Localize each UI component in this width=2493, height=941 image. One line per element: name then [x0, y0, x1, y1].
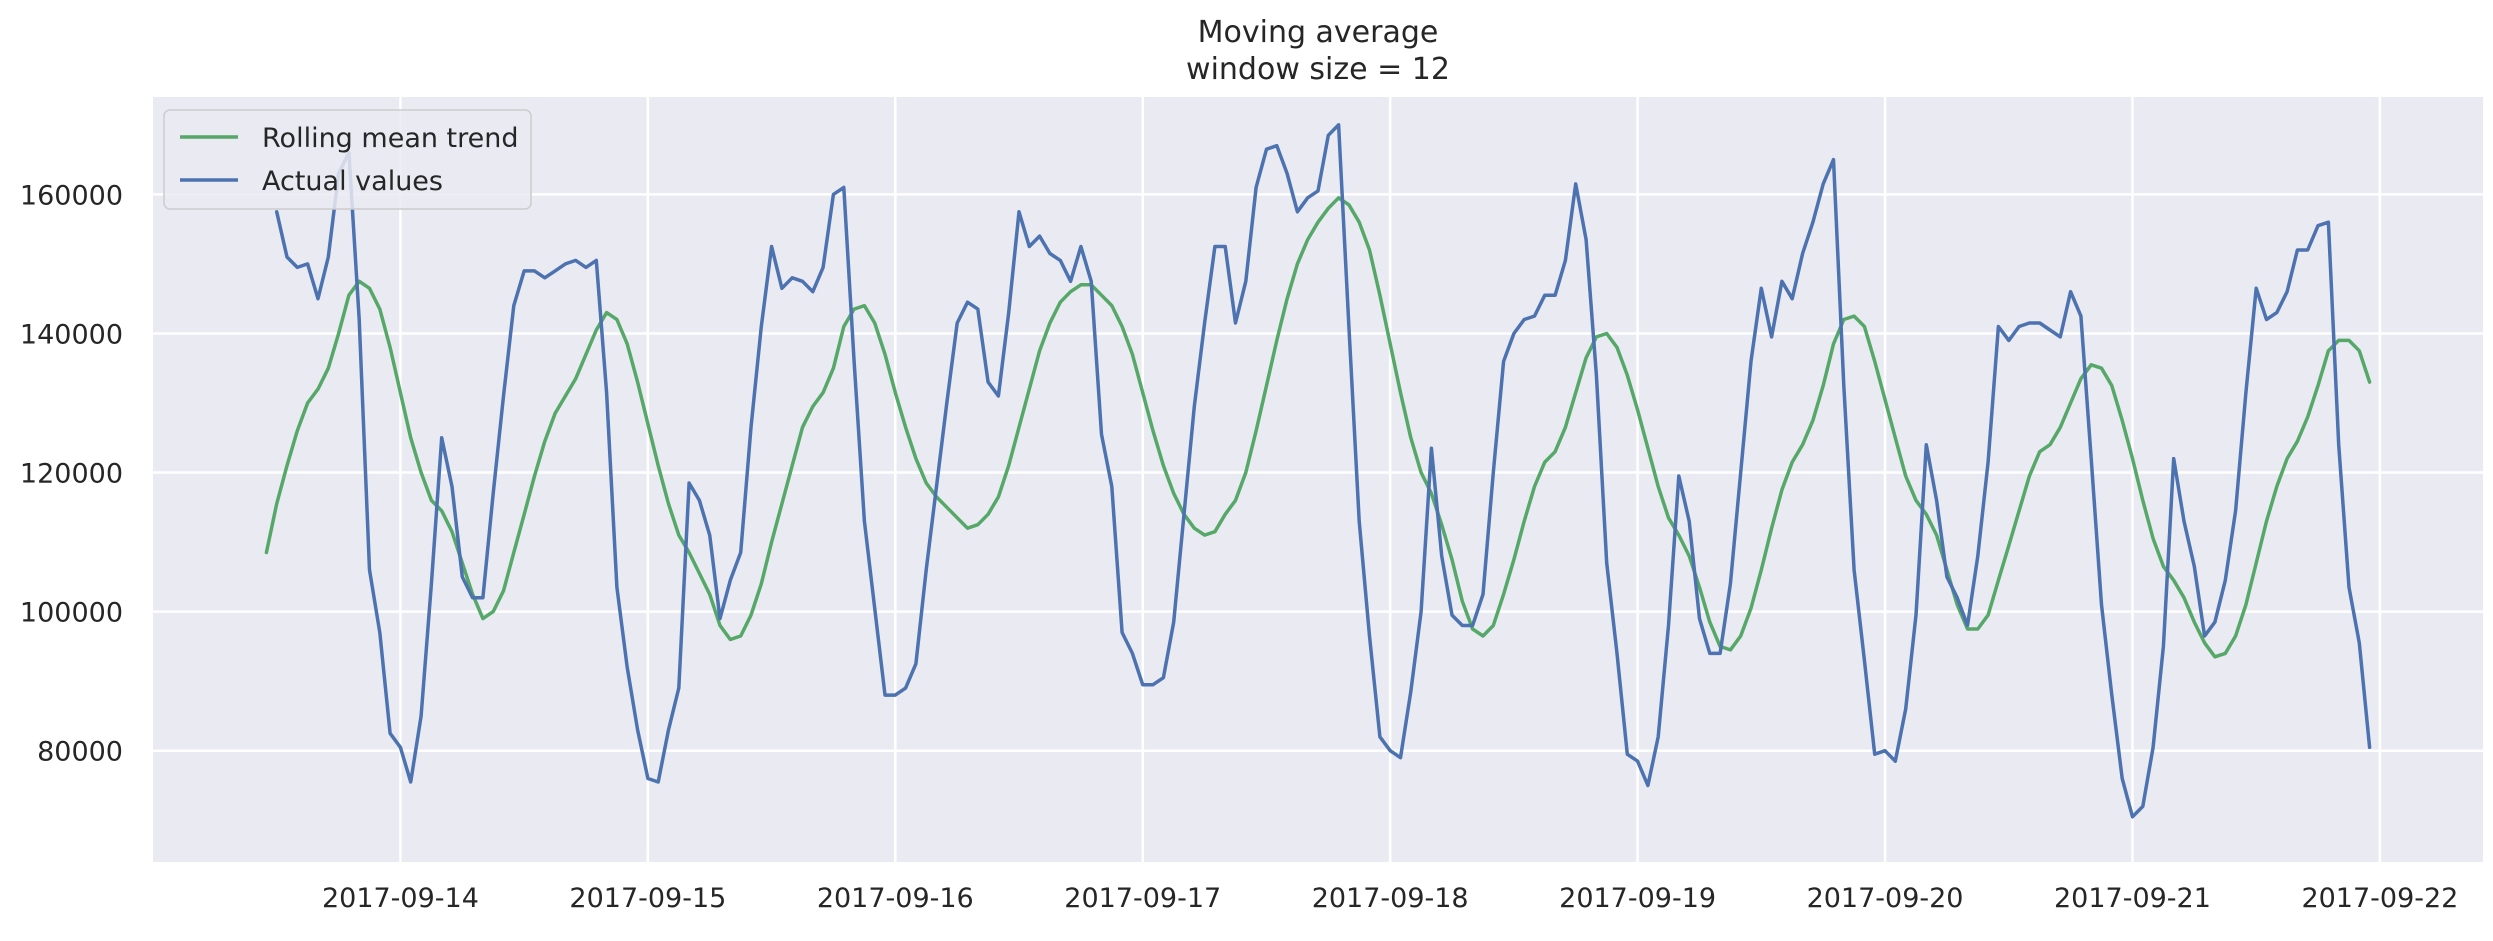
legend: Rolling mean trend Actual values	[163, 109, 532, 210]
legend-box	[163, 109, 532, 210]
x-tick-label: 2017-09-19	[1559, 883, 1716, 914]
chart-subtitle: window size = 12	[1186, 52, 1450, 87]
grid	[153, 97, 2483, 862]
legend-label-rolling-mean: Rolling mean trend	[262, 123, 519, 154]
x-tick-label: 2017-09-21	[2054, 883, 2211, 914]
y-tick-label: 80000	[37, 737, 123, 768]
y-tick-label: 100000	[20, 598, 123, 629]
series-line-rolling-mean	[264, 196, 2372, 659]
x-tick-label: 2017-09-15	[569, 883, 726, 914]
x-tick-label: 2017-09-16	[817, 883, 974, 914]
series-line-actual-values	[274, 123, 2372, 819]
x-tick-label: 2017-09-20	[1807, 883, 1964, 914]
x-tick-label: 2017-09-22	[2301, 883, 2458, 914]
y-axis: 80000 100000 120000 140000 160000	[20, 180, 123, 767]
x-axis: 2017-09-14 2017-09-15 2017-09-16 2017-09-17…	[322, 883, 2458, 914]
series-layer	[264, 123, 2372, 819]
x-tick-label: 2017-09-17	[1064, 883, 1221, 914]
chart-title: Moving average	[1198, 15, 1439, 50]
x-tick-label: 2017-09-18	[1312, 883, 1469, 914]
y-tick-label: 160000	[20, 180, 123, 211]
legend-label-actual-values: Actual values	[262, 166, 443, 197]
y-tick-label: 120000	[20, 459, 123, 490]
x-tick-label: 2017-09-14	[322, 883, 479, 914]
y-tick-label: 140000	[20, 319, 123, 350]
